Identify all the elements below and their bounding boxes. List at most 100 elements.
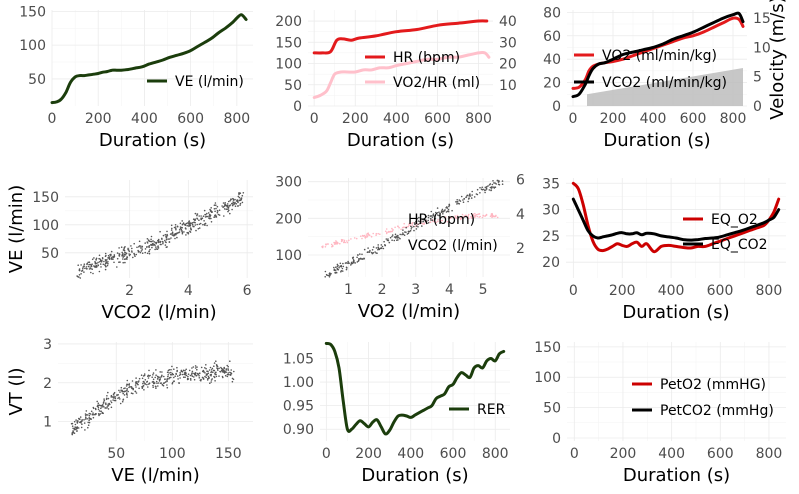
scatter-point bbox=[394, 233, 397, 236]
scatter-point bbox=[370, 236, 373, 238]
scatter-point bbox=[89, 266, 91, 268]
scatter-point bbox=[369, 251, 371, 253]
y-tick-label: 0.95 bbox=[283, 399, 314, 415]
scatter-point bbox=[422, 220, 425, 223]
scatter-point bbox=[122, 258, 124, 260]
scatter-point bbox=[367, 233, 370, 236]
scatter-point bbox=[203, 223, 206, 225]
scatter-point bbox=[179, 222, 182, 225]
scatter-point bbox=[215, 364, 218, 366]
scatter-point bbox=[121, 390, 123, 393]
scatter-point bbox=[166, 371, 169, 374]
scatter-point bbox=[354, 262, 357, 264]
x-tick-label: 200 bbox=[355, 446, 382, 462]
scatter-point bbox=[179, 373, 182, 376]
scatter-point bbox=[114, 397, 117, 400]
scatter-point bbox=[345, 268, 348, 271]
scatter-point bbox=[374, 251, 376, 253]
scatter-point bbox=[215, 207, 217, 210]
scatter-point bbox=[166, 246, 168, 248]
scatter-point bbox=[154, 376, 156, 379]
scatter-point bbox=[229, 360, 231, 363]
scatter-point bbox=[161, 371, 163, 373]
scatter-point bbox=[135, 382, 137, 385]
scatter-point bbox=[118, 396, 120, 399]
scatter-point bbox=[342, 239, 344, 241]
scatter-point bbox=[134, 390, 137, 393]
scatter-point bbox=[157, 377, 159, 379]
scatter-point bbox=[155, 248, 158, 250]
scatter-point bbox=[212, 371, 214, 374]
scatter-point bbox=[152, 384, 154, 387]
scatter-point bbox=[103, 398, 105, 400]
scatter-point bbox=[119, 261, 121, 263]
scatter-point bbox=[100, 404, 103, 407]
scatter-point bbox=[71, 431, 74, 434]
scatter-point bbox=[76, 422, 79, 424]
scatter-point bbox=[98, 410, 101, 412]
scatter-point bbox=[114, 396, 117, 398]
x-tick-label: 200 bbox=[610, 446, 637, 462]
scatter-point bbox=[226, 373, 229, 376]
scatter-point bbox=[427, 214, 430, 217]
scatter-point bbox=[468, 194, 471, 196]
scatter-point bbox=[384, 230, 387, 233]
scatter-point bbox=[130, 386, 133, 388]
x-tick-label: 200 bbox=[85, 111, 112, 127]
scatter-point bbox=[165, 237, 168, 239]
scatter-point bbox=[422, 218, 424, 221]
scatter-point bbox=[440, 210, 443, 212]
scatter-point bbox=[86, 414, 89, 416]
series-line-hr-bpm- bbox=[312, 19, 489, 55]
scatter-point bbox=[137, 249, 139, 252]
scatter-point bbox=[122, 256, 124, 258]
scatter-point bbox=[326, 243, 329, 245]
scatter-point bbox=[218, 209, 221, 211]
scatter-point bbox=[473, 196, 476, 198]
y-tick-label: 2 bbox=[43, 376, 52, 392]
scatter-point bbox=[436, 212, 439, 214]
scatter-point bbox=[492, 180, 494, 182]
y-tick-label: 150 bbox=[275, 35, 302, 51]
scatter-point bbox=[458, 199, 461, 201]
scatter-point bbox=[200, 379, 202, 382]
scatter-point bbox=[151, 376, 153, 379]
scatter-point bbox=[138, 377, 141, 380]
scatter-point bbox=[110, 253, 112, 256]
scatter-point bbox=[113, 395, 115, 397]
scatter-point bbox=[215, 360, 217, 363]
scatter-point bbox=[172, 234, 175, 237]
scatter-point bbox=[175, 228, 177, 231]
scatter-point bbox=[481, 216, 484, 219]
scatter-point bbox=[490, 189, 492, 192]
scatter-point bbox=[387, 231, 390, 233]
scatter-point bbox=[103, 399, 106, 402]
scatter-point bbox=[227, 369, 230, 371]
scatter-point bbox=[172, 373, 175, 376]
scatter-point bbox=[200, 366, 203, 369]
y-tick-label: 0.90 bbox=[283, 422, 314, 438]
scatter-point bbox=[482, 214, 484, 217]
scatter-point bbox=[86, 263, 88, 266]
scatter-point bbox=[113, 391, 116, 394]
scatter-point bbox=[340, 265, 343, 268]
scatter-point bbox=[220, 367, 223, 370]
scatter-point bbox=[99, 263, 102, 265]
scatter-point bbox=[108, 403, 111, 405]
scatter-point bbox=[210, 373, 213, 376]
y2-tick-label: 5 bbox=[753, 70, 762, 86]
scatter-point bbox=[77, 264, 79, 267]
y-tick-label: 3 bbox=[43, 337, 52, 353]
scatter-point bbox=[181, 231, 184, 234]
scatter-point bbox=[126, 379, 129, 382]
scatter-point bbox=[112, 255, 114, 258]
scatter-point bbox=[173, 376, 175, 379]
scatter-point bbox=[97, 261, 99, 264]
scatter-point bbox=[467, 198, 470, 200]
scatter-point bbox=[455, 201, 457, 203]
scatter-point bbox=[71, 425, 74, 428]
scatter-point bbox=[388, 241, 391, 244]
scatter-point bbox=[222, 369, 224, 371]
scatter-point bbox=[96, 400, 98, 403]
scatter-point bbox=[83, 263, 86, 266]
